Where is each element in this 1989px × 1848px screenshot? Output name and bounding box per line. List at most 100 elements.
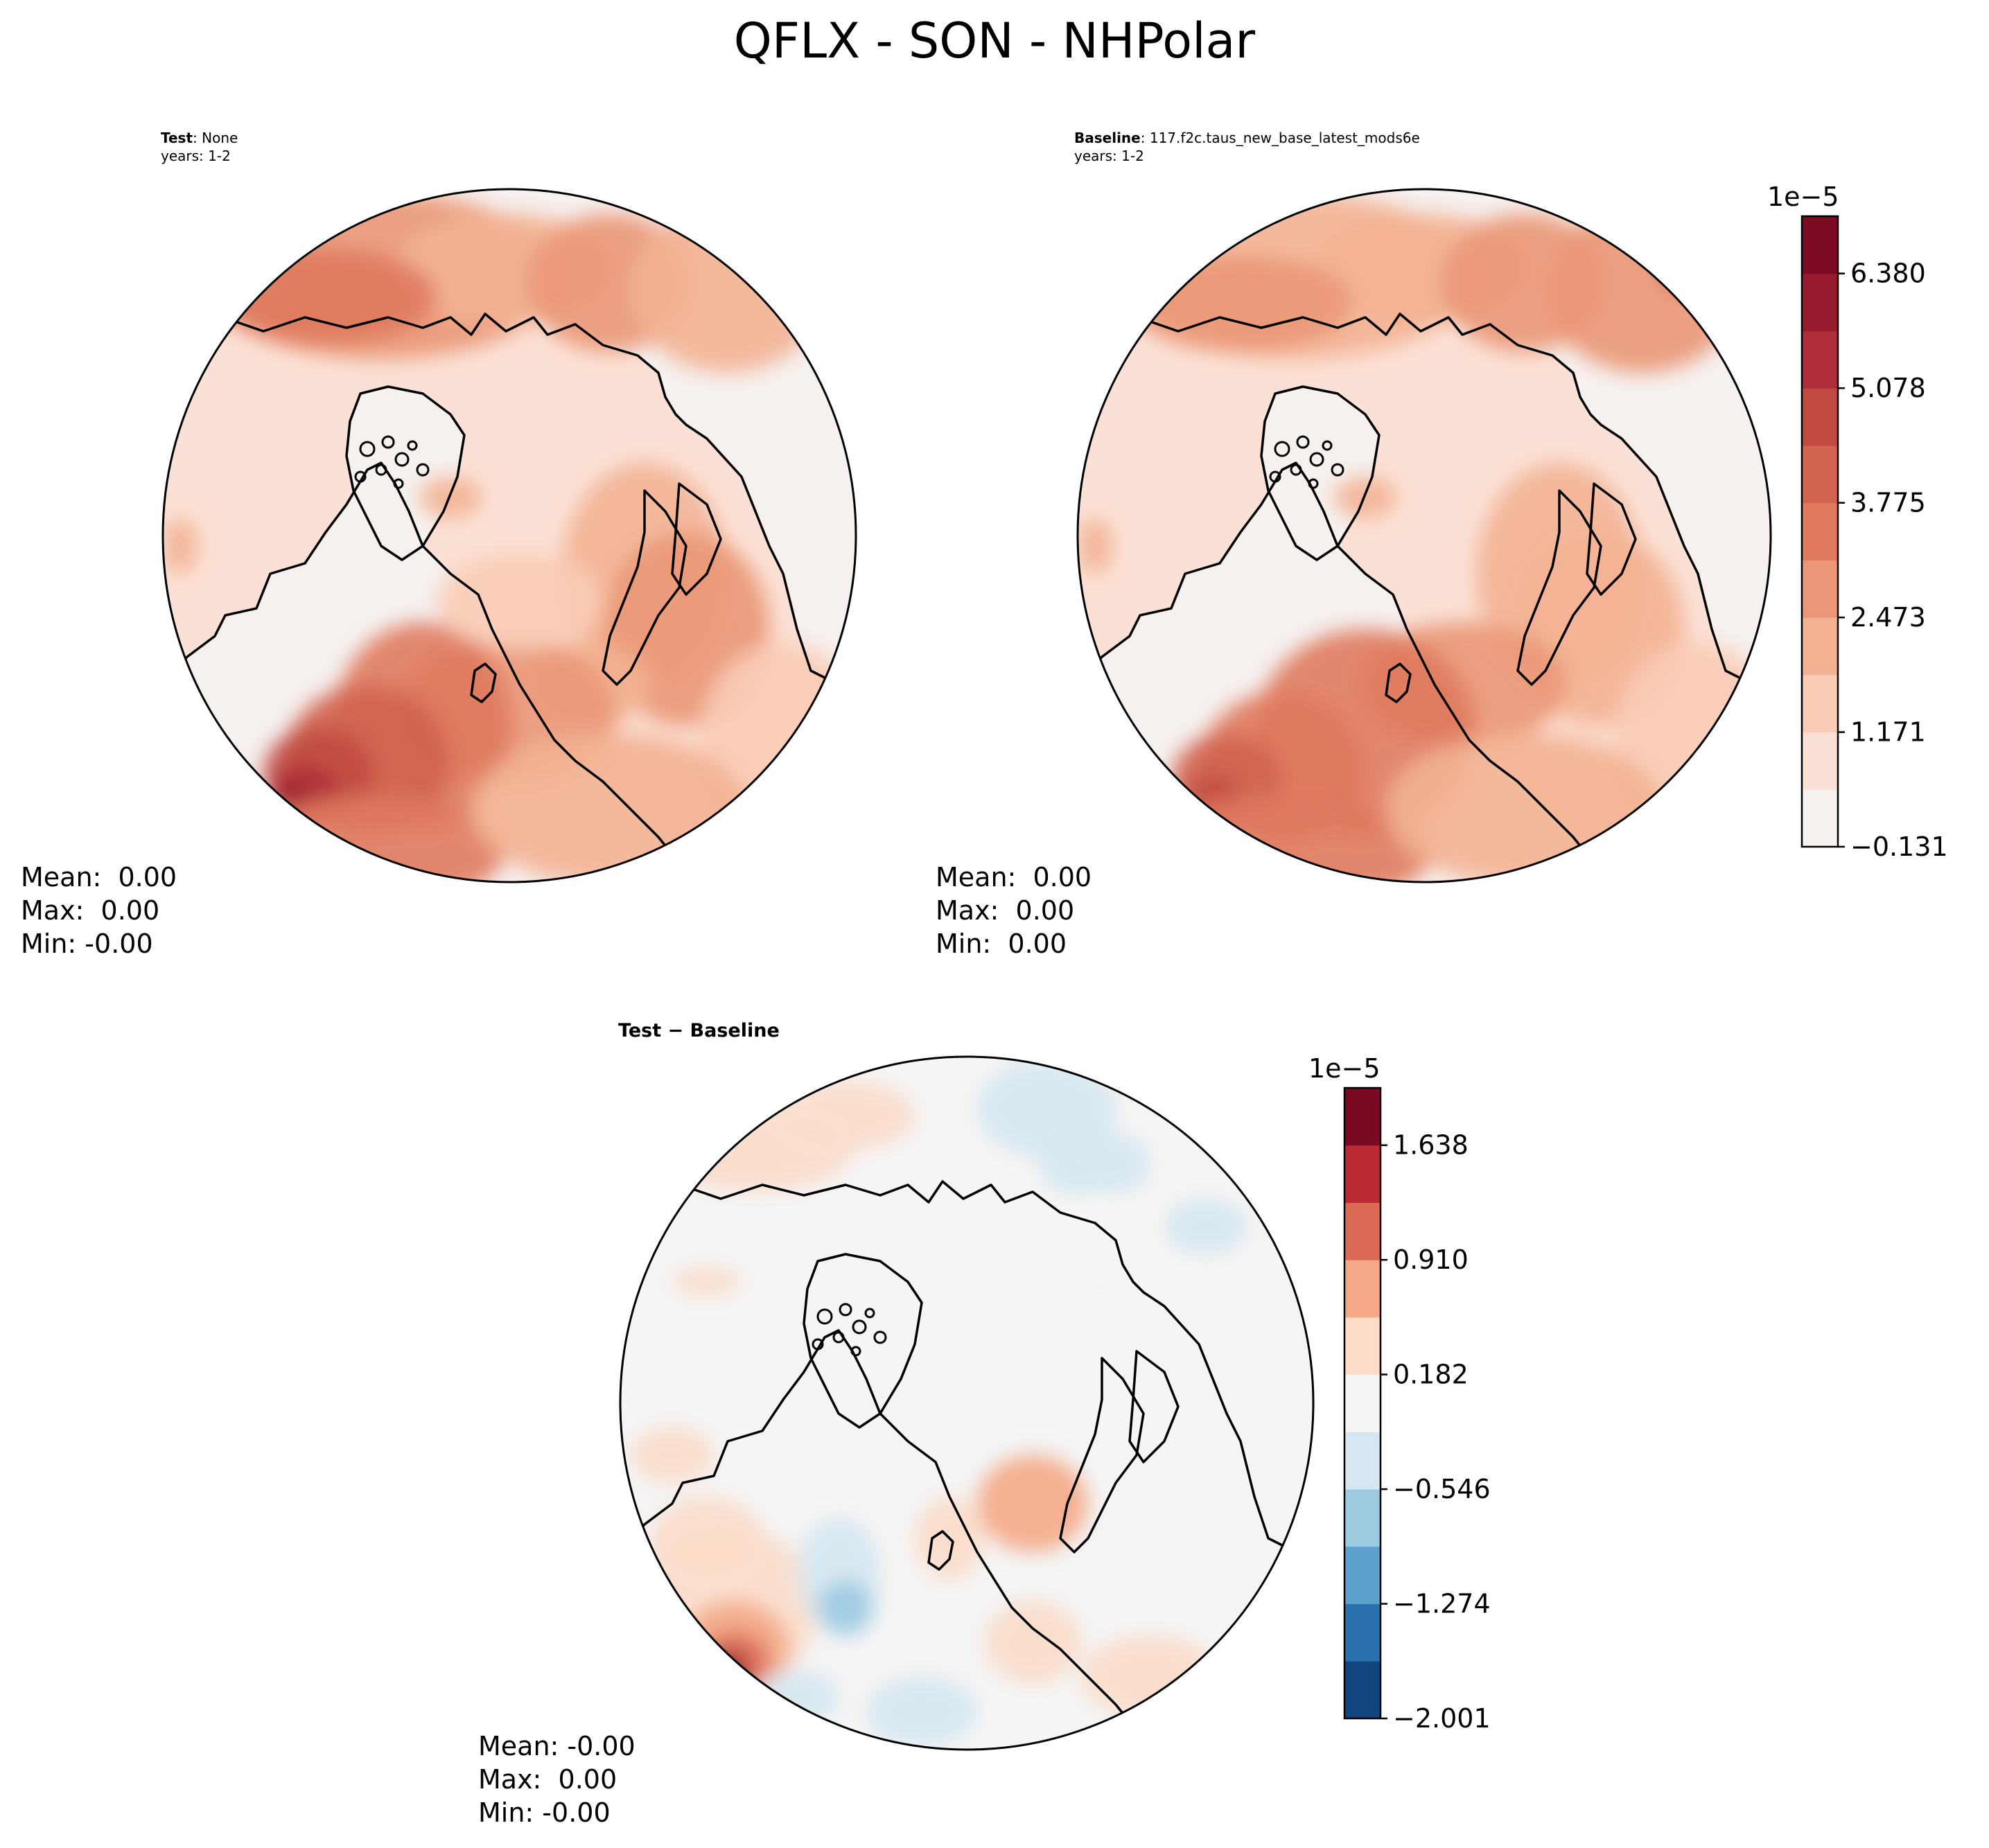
main-colorbar-swatch [1802, 789, 1838, 847]
main-colorbar-swatch [1802, 674, 1838, 733]
diff-contour-blob [984, 1601, 1081, 1684]
diff-colorbar-swatch [1344, 1661, 1381, 1719]
baseline-land-greenland [1261, 387, 1379, 560]
test-panel-title: Test: None years: 1-2 [161, 129, 238, 165]
diff-colorbar-swatch [1344, 1317, 1381, 1375]
baseline-label: Baseline [1074, 130, 1141, 146]
test-contour-blob [419, 477, 482, 518]
diff-island [873, 1330, 887, 1344]
diff-island [816, 1308, 833, 1325]
baseline-island [1331, 463, 1344, 477]
baseline-min: Min: 0.00 [936, 929, 1067, 959]
diff-colorbar-tick-label: 1.638 [1393, 1130, 1469, 1161]
diff-island [852, 1319, 867, 1335]
diff-colorbar-tick-label: −0.546 [1393, 1474, 1491, 1504]
main-colorbar-swatch [1802, 273, 1838, 331]
test-coastline-namerica [163, 461, 687, 882]
diff-panel-title: Test − Baseline [618, 1020, 780, 1041]
main-colorbar-exponent: 1e−5 [1767, 182, 1839, 212]
baseline-max: Max: 0.00 [936, 895, 1075, 926]
test-label: Test [161, 130, 193, 146]
test-contour-blob [631, 206, 825, 373]
test-contour-blob [437, 553, 603, 650]
diff-contour-blob [818, 1580, 873, 1635]
diff-colorbar-tick-label: −1.274 [1393, 1589, 1491, 1619]
diff-colorbar-swatch [1344, 1603, 1381, 1662]
test-years: years: 1-2 [161, 148, 231, 164]
main-colorbar-swatch [1802, 732, 1838, 790]
test-island [375, 464, 387, 476]
diff-colorbar-frame [1343, 1086, 1382, 1720]
diff-colorbar-swatch [1344, 1374, 1381, 1432]
main-colorbar-frame [1800, 215, 1839, 848]
diff-contour-blob [672, 1268, 742, 1296]
diff-island [839, 1303, 852, 1317]
baseline-island [1309, 452, 1324, 467]
test-island [394, 452, 410, 467]
diff-min: Min: -0.00 [478, 1797, 611, 1828]
diff-colorbar-swatch [1344, 1546, 1381, 1605]
diff-colorbar-swatch [1344, 1145, 1381, 1203]
test-map [161, 188, 857, 883]
diff-contour-blob [977, 1455, 1088, 1552]
diff-coastline-greenland [803, 1253, 923, 1429]
main-colorbar-swatch [1802, 617, 1838, 676]
diff-contour-blob [755, 1670, 839, 1725]
baseline-stats: Mean: 0.00 Max: 0.00 Min: 0.00 [936, 861, 1092, 960]
baseline-panel-title: Baseline: 117.f2c.taus_new_base_latest_m… [1074, 129, 1420, 165]
diff-contour-blob [1040, 1192, 1164, 1275]
diff-colorbar-swatch [1344, 1432, 1381, 1490]
main-colorbar-tick-label: 6.380 [1850, 258, 1926, 289]
baseline-island [1274, 441, 1290, 457]
main-colorbar-swatch [1802, 445, 1838, 504]
diff-colorbar-swatch [1344, 1489, 1381, 1547]
diff-island [812, 1338, 824, 1350]
diff-coastline-europe [1059, 1357, 1145, 1554]
test-coastline-scand [671, 482, 722, 596]
diff-colorbar: −2.001 −1.274 −0.546 0.182 0.910 1.638 [1343, 1086, 1491, 1734]
test-min: Min: -0.00 [21, 929, 153, 959]
main-colorbar-tick-label: 1.171 [1850, 717, 1926, 748]
diff-contour-blob [708, 1653, 747, 1687]
diff-coastline-namerica [620, 1329, 1145, 1750]
test-island [407, 440, 418, 451]
diff-colorbar-swatch [1344, 1088, 1381, 1146]
test-island [354, 470, 367, 483]
main-colorbar-swatch [1802, 216, 1838, 274]
main-colorbar-tick-label: 2.473 [1850, 602, 1926, 633]
diff-island [864, 1308, 875, 1319]
baseline-coastline-uk [1385, 662, 1412, 703]
baseline-coastline-scand [1586, 482, 1637, 596]
baseline-map-boundary [1076, 188, 1772, 883]
figure-title: QFLX - SON - NHPolar [733, 12, 1256, 69]
test-stats: Mean: 0.00 Max: 0.00 Min: -0.00 [21, 861, 177, 960]
test-map-boundary [161, 188, 857, 883]
diff-contour-blob [700, 1632, 769, 1694]
diff-coastline-uk [927, 1530, 954, 1571]
diff-map [619, 1055, 1315, 1751]
main-colorbar-tick-label: 3.775 [1850, 488, 1926, 518]
baseline-coastline-namerica [1078, 461, 1602, 882]
test-coastline-greenland [345, 385, 466, 561]
baseline-island [1290, 464, 1302, 476]
test-max: Max: 0.00 [21, 895, 160, 926]
baseline-island [1322, 440, 1333, 451]
diff-island [832, 1331, 845, 1344]
diff-max: Max: 0.00 [478, 1764, 617, 1795]
diff-colorbar-tick-label: 0.182 [1393, 1359, 1469, 1390]
baseline-sep: : [1140, 130, 1150, 146]
baseline-island [1269, 470, 1281, 483]
diff-stats: Mean: -0.00 Max: 0.00 Min: -0.00 [478, 1730, 636, 1829]
diff-contour-blob [1081, 1635, 1220, 1718]
diff-map-boundary [619, 1055, 1315, 1751]
baseline-coastline-greenland [1260, 385, 1381, 561]
baseline-island [1296, 435, 1310, 449]
diff-contour-blob [1040, 1129, 1150, 1199]
test-name: None [202, 130, 238, 146]
test-coastline-uk [470, 662, 497, 703]
main-colorbar-swatch [1802, 331, 1838, 389]
diff-colorbar-tick-label: −2.001 [1393, 1703, 1491, 1734]
test-island [381, 435, 395, 449]
test-island [393, 478, 404, 489]
baseline-contour-blob [1130, 255, 1351, 352]
